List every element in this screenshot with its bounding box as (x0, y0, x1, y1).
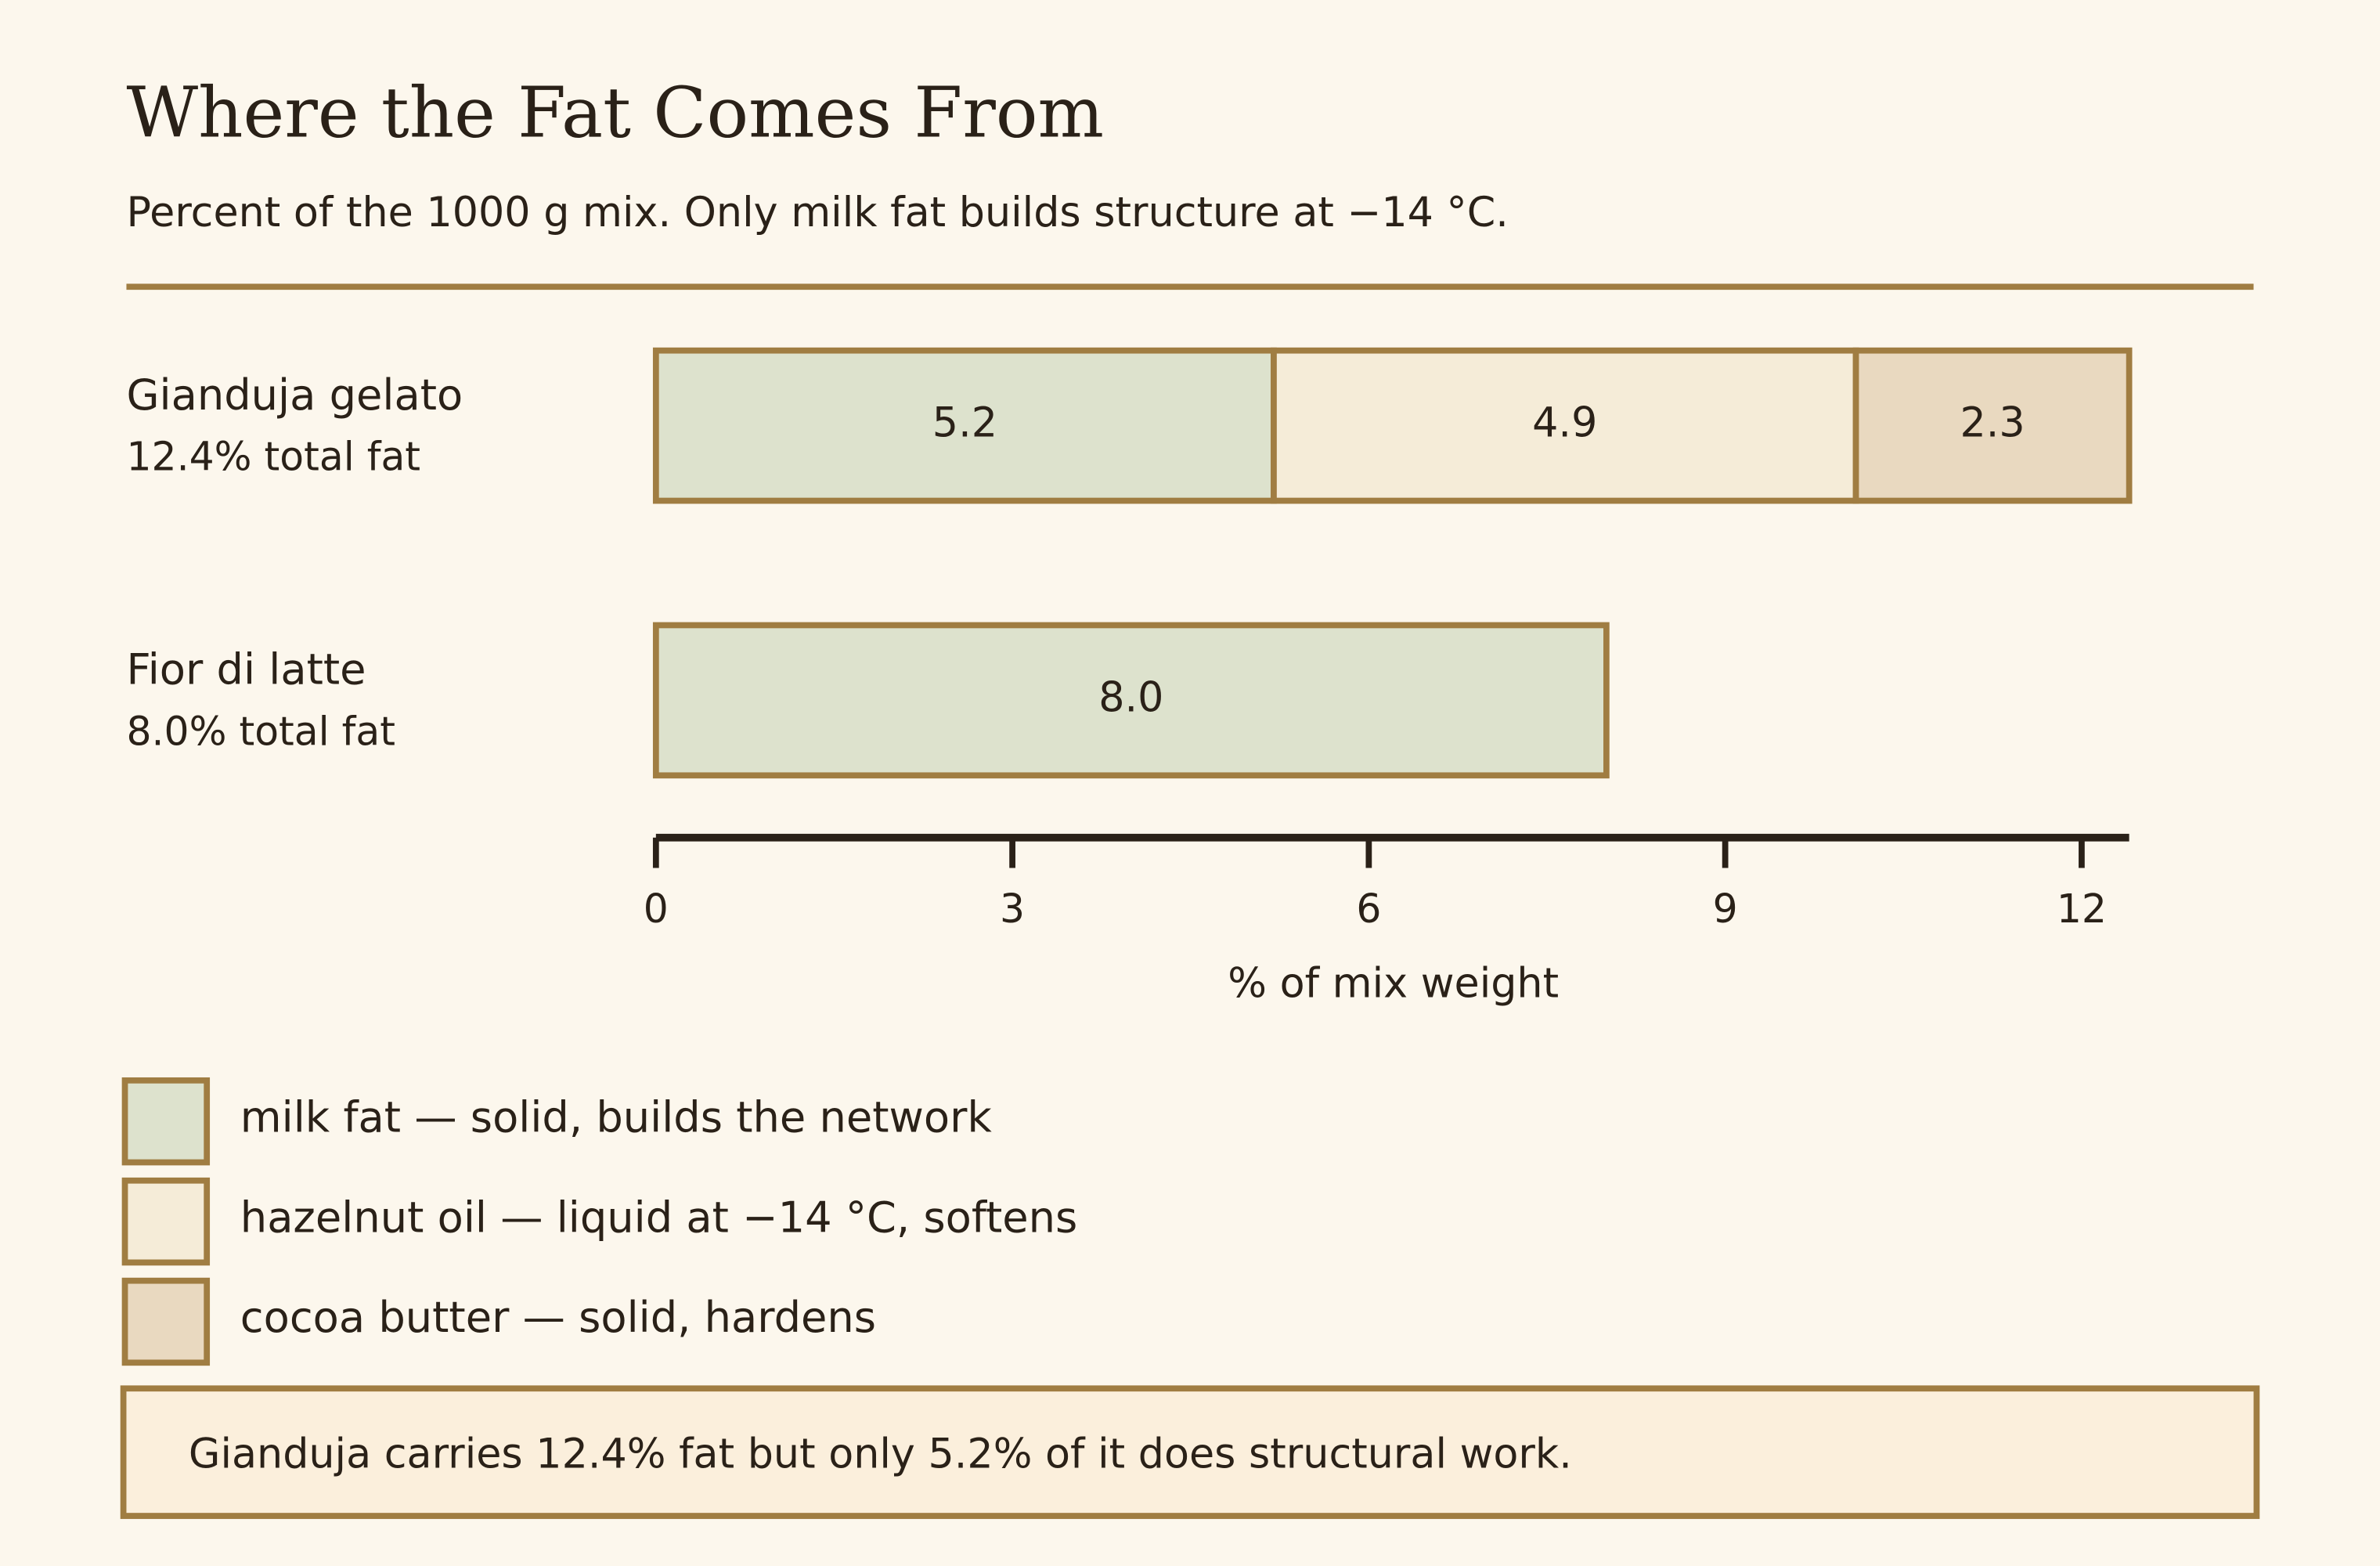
category-label: Fior di latte (126, 645, 366, 695)
x-tick-label: 9 (1713, 886, 1738, 932)
bar-segment (1852, 347, 2133, 504)
annotation: Gianduja carries 12.4% fat but only 5.2%… (189, 1430, 1572, 1478)
legend-label: hazelnut oil — liquid at −14 °C, softens (240, 1193, 1078, 1242)
category-note: 12.4% total fat (126, 434, 420, 480)
chart-subtitle: Percent of the 1000 g mix. Only milk fat… (126, 189, 1508, 236)
legend-swatch (121, 1177, 211, 1266)
chart-title: Where the Fat Comes From (126, 73, 1104, 154)
value-label: 2.3 (1960, 399, 2025, 447)
legend-label: milk fat — solid, builds the network (240, 1092, 993, 1142)
legend-swatch (121, 1077, 211, 1166)
legend-swatch (121, 1277, 211, 1366)
x-tick-label: 6 (1356, 886, 1381, 932)
value-label: 5.2 (932, 399, 997, 447)
x-axis-label: % of mix weight (1228, 960, 1559, 1008)
bar-segment (652, 347, 1277, 504)
category-label: Gianduja gelato (126, 370, 463, 420)
category-note: 8.0% total fat (126, 708, 395, 754)
x-tick-label: 0 (644, 886, 669, 932)
value-label: 8.0 (1098, 673, 1163, 721)
bar-segment (652, 622, 1610, 779)
legend-label: cocoa butter — solid, hardens (240, 1293, 876, 1342)
bar-segment (1271, 347, 1859, 504)
value-label: 4.9 (1532, 399, 1597, 447)
x-tick-label: 3 (1000, 886, 1025, 932)
annotation-box (120, 1385, 2260, 1519)
x-tick-label: 12 (2057, 886, 2107, 932)
